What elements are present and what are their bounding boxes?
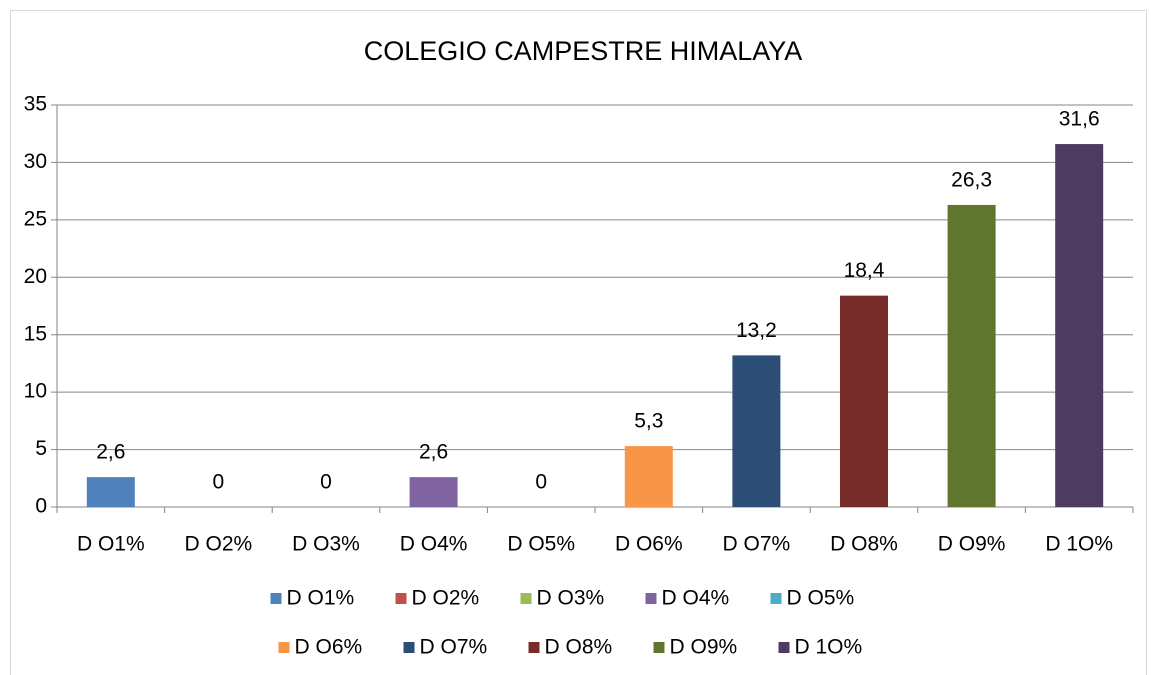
- legend-label: D O3%: [537, 587, 605, 610]
- legend-label: D O8%: [545, 636, 613, 659]
- legend-swatch: [770, 593, 782, 604]
- legend-swatch: [403, 642, 415, 653]
- x-tick-label: D 1O%: [1045, 533, 1113, 556]
- x-tick-label: D O3%: [292, 533, 360, 556]
- legend-label: D 1O%: [795, 636, 863, 659]
- data-label: 0: [535, 471, 547, 494]
- legend-label: D O4%: [662, 587, 730, 610]
- x-tick-label: D O9%: [938, 533, 1006, 556]
- x-tick-label: D O4%: [400, 533, 468, 556]
- x-tick-label: D O5%: [507, 533, 575, 556]
- x-tick-label: D O1%: [77, 533, 145, 556]
- legend-label: D O1%: [287, 587, 355, 610]
- legend-swatch: [278, 642, 290, 653]
- y-tick-label: 0: [35, 495, 47, 518]
- data-label: 2,6: [419, 441, 448, 464]
- data-label: 0: [320, 471, 332, 494]
- legend-swatch: [653, 642, 665, 653]
- bar: [947, 204, 996, 507]
- x-tick-label: D O2%: [185, 533, 253, 556]
- legend-label: D O6%: [295, 636, 363, 659]
- bar: [732, 355, 781, 507]
- legend-label: D O7%: [420, 636, 488, 659]
- y-tick-label: 10: [24, 380, 47, 403]
- y-tick-label: 5: [35, 437, 47, 460]
- y-tick-label: 15: [24, 322, 47, 345]
- chart-frame: [10, 10, 1147, 675]
- legend-label: D O5%: [787, 587, 855, 610]
- bar: [1055, 144, 1104, 507]
- legend-swatch: [528, 642, 540, 653]
- legend-swatch: [395, 593, 407, 604]
- legend-swatch: [645, 593, 657, 604]
- data-label: 0: [213, 471, 225, 494]
- data-label: 31,6: [1059, 108, 1100, 131]
- y-tick-label: 35: [24, 93, 47, 116]
- legend-label: D O2%: [412, 587, 480, 610]
- y-tick-label: 25: [24, 207, 47, 230]
- data-label: 2,6: [96, 441, 125, 464]
- x-tick-label: D O6%: [615, 533, 683, 556]
- x-tick-label: D O8%: [830, 533, 898, 556]
- legend-label: D O9%: [670, 636, 738, 659]
- bar: [86, 477, 135, 507]
- data-label: 13,2: [736, 319, 777, 342]
- bar: [624, 446, 673, 507]
- chart-title: COLEGIO CAMPESTRE HIMALAYA: [364, 36, 803, 66]
- y-tick-label: 30: [24, 150, 47, 173]
- bar: [409, 477, 458, 507]
- bar: [840, 295, 888, 507]
- legend-swatch: [778, 642, 790, 653]
- legend-swatch: [520, 593, 532, 604]
- y-tick-label: 20: [24, 265, 47, 288]
- data-label: 18,4: [844, 259, 885, 282]
- x-tick-label: D O7%: [723, 533, 791, 556]
- data-label: 26,3: [951, 168, 992, 191]
- data-label: 5,3: [634, 410, 663, 433]
- legend-swatch: [270, 593, 282, 604]
